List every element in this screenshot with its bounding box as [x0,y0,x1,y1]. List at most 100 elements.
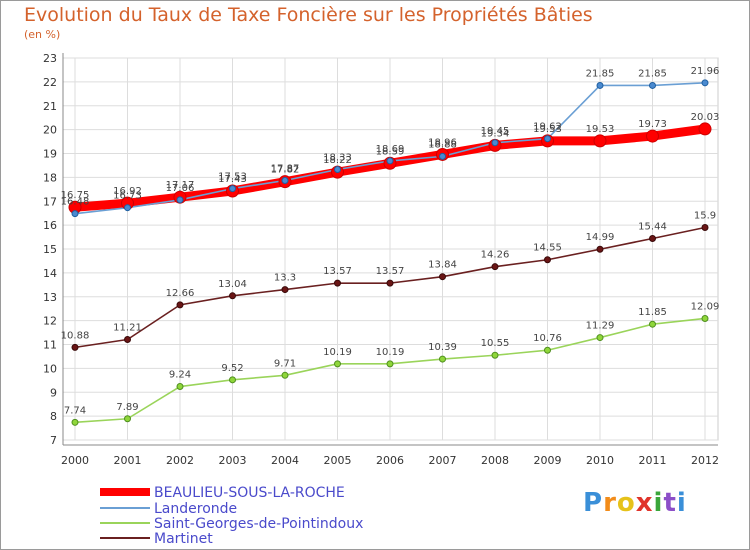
y-tick-label: 10 [43,362,57,375]
point-beaulieu-sous-la-roche [593,134,607,148]
point-saint-georges-de-pointindoux [596,334,604,342]
x-tick-label: 2008 [481,454,509,467]
logo-letter: P [583,488,604,518]
y-tick-label: 16 [43,219,57,232]
data-label: 13.04 [218,279,247,290]
data-label: 20.03 [691,112,720,123]
data-label: 12.09 [691,301,720,312]
data-label: 11.29 [586,321,615,332]
data-label: 17.87 [271,163,300,174]
point-martinet [491,263,499,271]
y-tick-label: 15 [43,243,57,256]
logo-letter: r [603,488,617,518]
logo-letter: o [616,488,636,518]
point-landeronde [649,81,656,89]
point-martinet [71,343,79,351]
point-landeronde [544,135,551,143]
data-label: 21.85 [638,68,667,79]
data-label: 13.57 [376,266,405,277]
point-landeronde [229,185,236,193]
point-saint-georges-de-pointindoux [124,415,131,423]
y-tick-label: 13 [43,291,57,304]
point-saint-georges-de-pointindoux [176,383,184,391]
y-tick-label: 20 [43,124,57,137]
proxiti-logo: Proxiti [583,488,687,518]
legend-label-martinet: Martinet [154,531,213,547]
point-saint-georges-de-pointindoux [386,360,394,368]
point-saint-georges-de-pointindoux [334,360,341,368]
data-label: 21.96 [691,66,720,77]
logo-letter: i [676,488,687,518]
point-martinet [176,301,184,309]
x-tick-label: 2000 [61,454,89,467]
point-martinet [596,245,604,253]
point-martinet [649,234,656,242]
point-martinet [229,292,236,300]
logo-letter: x [635,488,654,518]
data-label: 10.76 [533,333,562,344]
data-label: 18.22 [323,155,352,166]
data-label: 16.48 [61,197,90,208]
y-tick-label: 11 [43,339,57,352]
data-label: 21.85 [586,68,615,79]
data-label: 19.53 [533,124,562,135]
point-landeronde [596,81,604,89]
data-label: 11.85 [638,307,667,318]
data-label: 9.52 [221,363,243,374]
legend-label-landeronde: Landeronde [154,501,237,517]
data-label: 18.96 [428,137,457,148]
grid-layer [62,57,719,441]
point-martinet [439,273,446,281]
y-tick-label: 17 [43,195,57,208]
data-label: 12.66 [166,288,195,299]
point-landeronde [701,79,709,87]
point-martinet [281,286,289,294]
data-label: 19.34 [481,128,510,139]
data-label: 7.89 [116,402,138,413]
point-saint-georges-de-pointindoux [229,376,236,384]
x-tick-label: 2001 [114,454,142,467]
x-tick-label: 2010 [586,454,614,467]
point-saint-georges-de-pointindoux [491,351,499,359]
y-tick-label: 21 [43,100,57,113]
y-tick-label: 18 [43,171,57,184]
data-label: 13.3 [274,273,296,284]
data-label: 19.73 [638,119,667,130]
data-label: 19.45 [481,126,510,137]
data-label: 10.88 [61,330,90,341]
series-layer [68,79,712,426]
y-tick-label: 7 [50,434,57,447]
x-tick-label: 2006 [376,454,404,467]
point-martinet [334,279,341,287]
data-label: 9.24 [169,370,191,381]
point-martinet [701,224,709,232]
axes-layer: 7 8 9 10 11 12 13 14 15 16 17 18 19 20 21 22 23 2000 2001 2… [43,52,719,467]
data-label: 13.57 [323,266,352,277]
x-tick-label: 2004 [271,454,299,467]
point-landeronde [281,176,289,184]
x-tick-label: 2007 [429,454,457,467]
data-label: 10.55 [481,338,510,349]
data-label: 18.59 [376,146,405,157]
chart-title: Evolution du Taux de Taxe Foncière sur l… [24,4,593,26]
data-label: 18.33 [323,152,352,163]
data-label: 18.88 [428,139,457,150]
data-label: 14.55 [533,243,562,254]
data-label: 13.84 [428,260,457,271]
point-martinet [544,256,551,264]
x-tick-label: 2012 [691,454,719,467]
data-label: 17.06 [166,183,195,194]
data-label: 19.53 [586,124,615,135]
point-landeronde [334,165,341,173]
data-label: 17.43 [218,174,247,185]
point-landeronde [439,152,446,160]
logo-letter: t [663,488,677,518]
y-tick-label: 9 [50,386,57,399]
y-tick-label: 19 [43,148,57,161]
point-saint-georges-de-pointindoux [649,320,656,328]
y-tick-label: 12 [43,315,57,328]
legend-label-saint-georges-de-pointindoux: Saint-Georges-de-Pointindoux [154,516,363,532]
point-saint-georges-de-pointindoux [281,371,289,379]
data-label: 10.19 [376,347,405,358]
